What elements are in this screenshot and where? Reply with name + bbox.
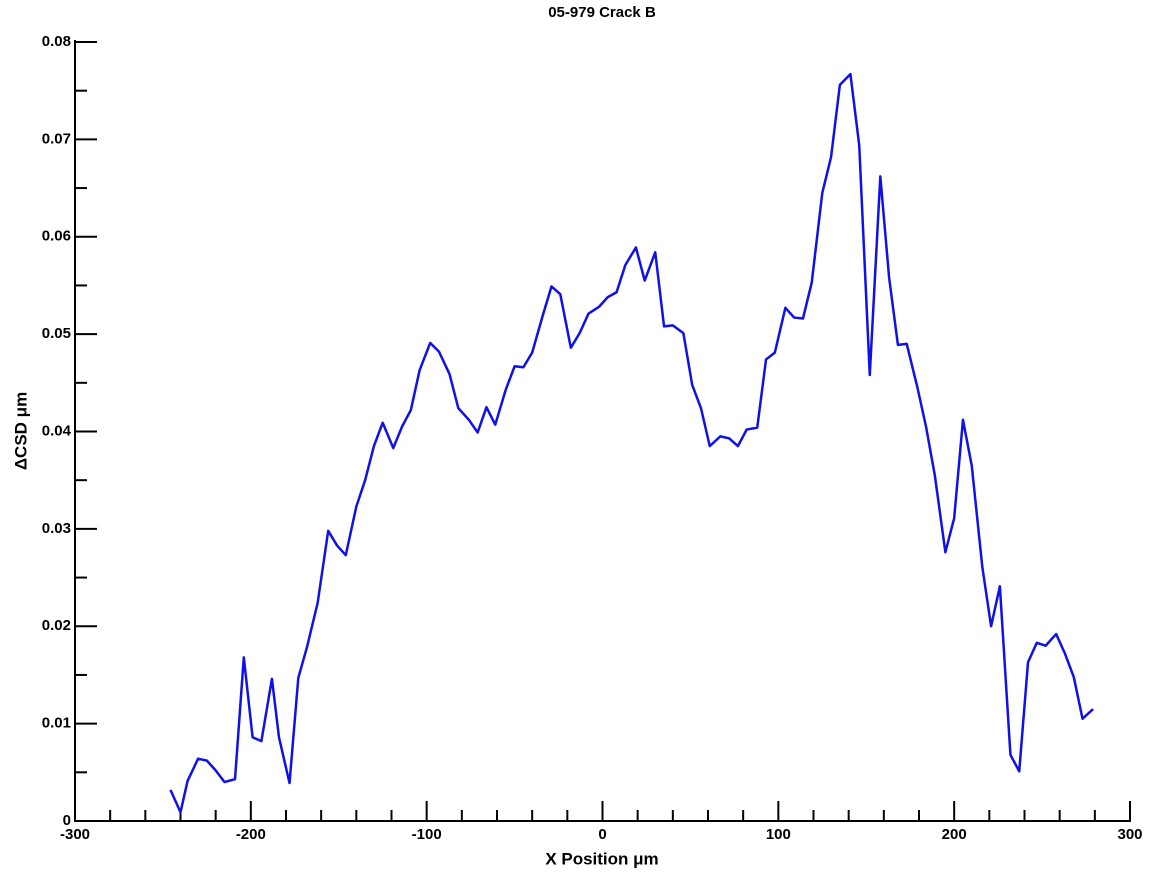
y-tick-label: 0.03 bbox=[42, 520, 71, 537]
x-tick-label: -100 bbox=[412, 826, 442, 843]
y-tick-label: 0.04 bbox=[42, 422, 72, 439]
x-tick-label: 100 bbox=[766, 826, 791, 843]
chart-title: 05-979 Crack B bbox=[548, 4, 656, 21]
x-tick-label: 300 bbox=[1117, 826, 1142, 843]
y-axis-label: ΔCSD μm bbox=[11, 392, 30, 470]
x-axis-label: X Position μm bbox=[545, 849, 658, 868]
y-tick-label: 0 bbox=[63, 812, 71, 829]
y-tick-label: 0.02 bbox=[42, 617, 71, 634]
data-line bbox=[169, 72, 1094, 814]
x-tick-label: -300 bbox=[60, 826, 90, 843]
y-tick-label: 0.08 bbox=[42, 33, 71, 50]
y-tick-label: 0.06 bbox=[42, 228, 71, 245]
x-tick-label: 200 bbox=[942, 826, 967, 843]
y-tick-label: 0.05 bbox=[42, 325, 71, 342]
x-tick-label: 0 bbox=[598, 826, 606, 843]
y-tick-label: 0.01 bbox=[42, 715, 71, 732]
x-tick-label: -200 bbox=[236, 826, 266, 843]
y-tick-label: 0.07 bbox=[42, 130, 71, 147]
